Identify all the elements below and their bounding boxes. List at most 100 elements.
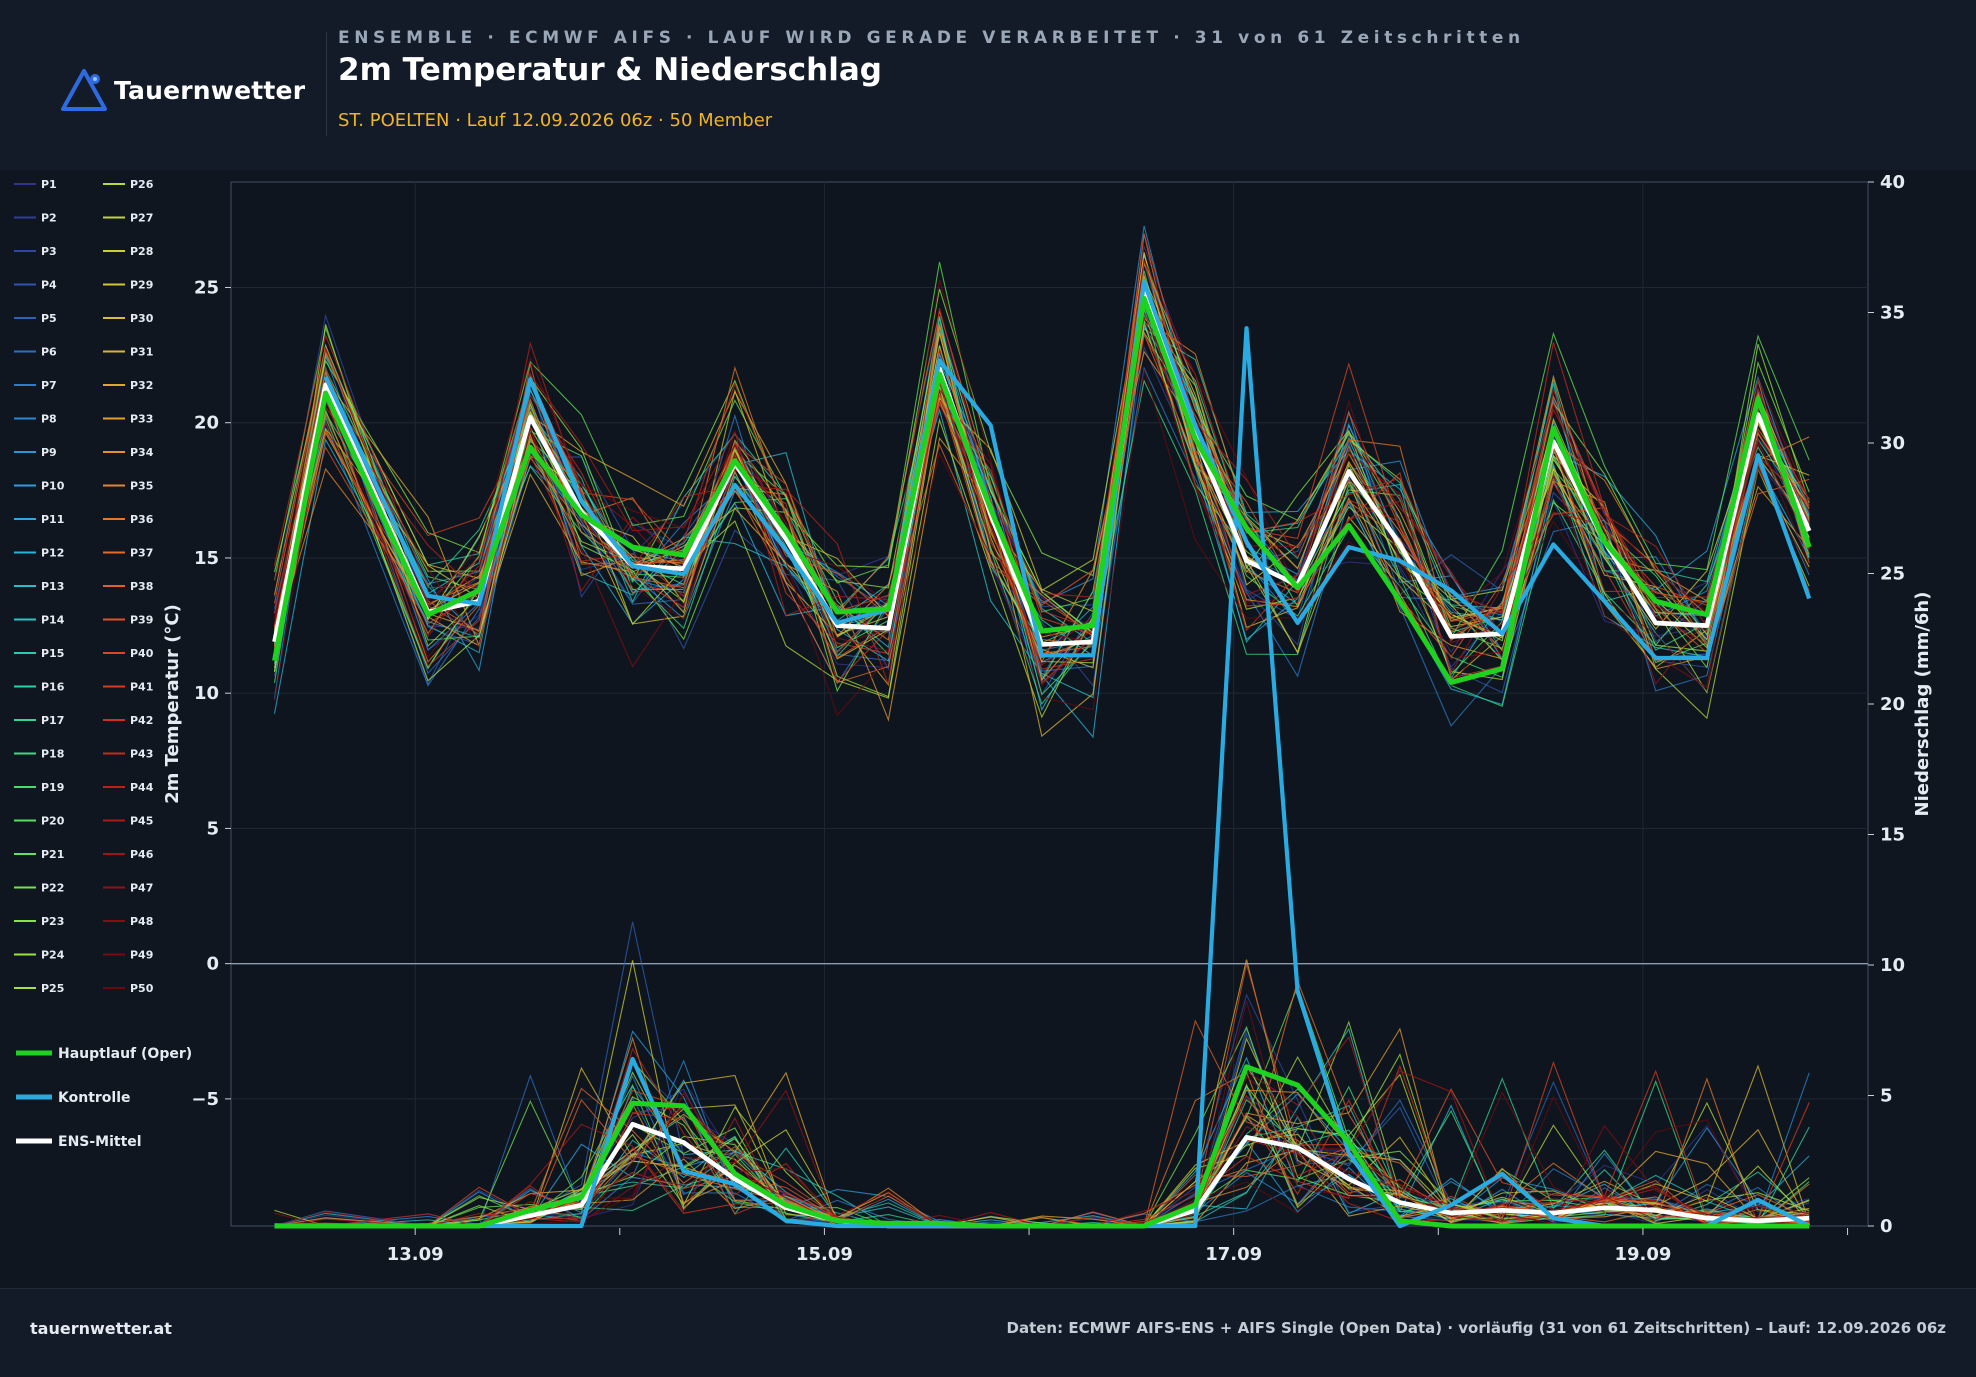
y-tick-label: 25 xyxy=(194,277,219,298)
member-temp-line xyxy=(273,270,1810,683)
status-kicker: ENSEMBLE · ECMWF AIFS · LAUF WIRD GERADE… xyxy=(338,28,1525,48)
y-tick-label: 0 xyxy=(206,954,219,975)
plot-frame xyxy=(230,181,1869,1227)
legend-member-label: P33 xyxy=(130,413,153,426)
legend-series-label: Hauptlauf (Oper) xyxy=(58,1046,192,1062)
legend-series-label: ENS-Mittel xyxy=(58,1134,142,1150)
brand-name: Tauernwetter xyxy=(114,75,306,105)
x-tick-label: 13.09 xyxy=(387,1244,444,1265)
page-subtitle: ST. POELTEN · Lauf 12.09.2026 06z · 50 M… xyxy=(338,110,773,131)
legend-member-label: P45 xyxy=(130,815,153,828)
series-legend: Hauptlauf (Oper) Kontrolle ENS-Mittel xyxy=(16,1046,192,1150)
y2-tick-label: 5 xyxy=(1880,1086,1893,1107)
legend-member-label: P31 xyxy=(130,346,153,359)
data-source-note: Daten: ECMWF AIFS-ENS + AIFS Single (Ope… xyxy=(1006,1319,1947,1337)
legend-member-label: P39 xyxy=(130,614,153,627)
header: Tauernwetter ENSEMBLE · ECMWF AIFS · LAU… xyxy=(0,0,1976,170)
y2-tick-label: 30 xyxy=(1880,433,1905,454)
legend-member-label: P23 xyxy=(41,915,64,928)
legend-member-label: P30 xyxy=(130,312,154,325)
member-temp-line xyxy=(273,313,1810,644)
legend-member-label: P10 xyxy=(41,480,65,493)
member-temp-line xyxy=(273,316,1810,689)
legend-member-label: P28 xyxy=(130,245,153,258)
legend-member-label: P47 xyxy=(130,882,153,895)
legend-member-label: P46 xyxy=(130,848,154,861)
legend-member-label: P27 xyxy=(130,212,153,225)
y2-axis-label: Niederschlag (mm/6h) xyxy=(1912,592,1933,817)
legend-member-label: P1 xyxy=(41,178,57,191)
legend-member-label: P49 xyxy=(130,949,153,962)
member-temp-line xyxy=(273,261,1810,642)
legend-member-label: P37 xyxy=(130,547,153,560)
legend-member-label: P42 xyxy=(130,714,153,727)
y-tick-label: 10 xyxy=(194,683,219,704)
member-temp-line xyxy=(273,290,1810,738)
legend-member-label: P43 xyxy=(130,748,153,761)
member-temp-line xyxy=(273,293,1810,654)
legend-member-label: P18 xyxy=(41,748,64,761)
y-tick-label: −5 xyxy=(191,1089,219,1110)
legend-member-label: P50 xyxy=(130,982,154,995)
legend-member-label: P34 xyxy=(130,446,154,459)
x-tick-label: 17.09 xyxy=(1205,1244,1262,1265)
legend-member-label: P12 xyxy=(41,547,64,560)
legend-member-label: P48 xyxy=(130,915,153,928)
member-temp-line xyxy=(273,300,1810,694)
x-tick-label: 19.09 xyxy=(1614,1244,1671,1265)
legend-member-label: P5 xyxy=(41,312,57,325)
legend-member-label: P20 xyxy=(41,815,65,828)
legend-member-label: P36 xyxy=(130,513,154,526)
legend-member-label: P19 xyxy=(41,781,64,794)
member-temp-line xyxy=(273,278,1810,666)
member-temp-line xyxy=(273,291,1810,659)
member-temp-line xyxy=(273,286,1810,683)
header-divider xyxy=(326,32,327,136)
x-tick-label: 15.09 xyxy=(796,1244,853,1265)
y-tick-label: 5 xyxy=(206,818,219,839)
y2-tick-label: 10 xyxy=(1880,955,1905,976)
legend-series-label: Kontrolle xyxy=(58,1090,131,1106)
series-temp-line xyxy=(323,280,1812,661)
legend-member-label: P9 xyxy=(41,446,57,459)
legend-member-label: P21 xyxy=(41,848,64,861)
brand-logo[interactable]: Tauernwetter xyxy=(60,68,305,112)
legend-member-label: P11 xyxy=(41,513,64,526)
legend-member-label: P8 xyxy=(41,413,57,426)
legend-member-label: P35 xyxy=(130,480,153,493)
legend-member-label: P6 xyxy=(41,346,57,359)
mountain-icon xyxy=(61,69,107,111)
member-legend: P1 P2 P3 P4 P5 P6 P7 P8 P9 P10 P11 P12 P13 P14 P15 P16 P… xyxy=(14,178,154,995)
legend-member-label: P26 xyxy=(130,178,154,191)
legend-member-label: P13 xyxy=(41,580,64,593)
legend-member-label: P44 xyxy=(130,781,154,794)
member-temp-line xyxy=(273,252,1810,648)
y2-tick-label: 15 xyxy=(1880,825,1905,846)
y2-tick-label: 0 xyxy=(1880,1216,1893,1237)
legend-member-label: P40 xyxy=(130,647,154,660)
legend-member-label: P17 xyxy=(41,714,64,727)
site-link[interactable]: tauernwetter.at xyxy=(30,1319,172,1338)
y2-tick-label: 35 xyxy=(1880,303,1905,324)
legend-member-label: P2 xyxy=(41,212,57,225)
member-temp-line xyxy=(273,233,1810,684)
legend-member-label: P41 xyxy=(130,681,153,694)
legend-member-label: P24 xyxy=(41,949,65,962)
y-tick-label: 15 xyxy=(194,548,219,569)
legend-member-label: P4 xyxy=(41,279,57,292)
legend-member-label: P16 xyxy=(41,681,65,694)
legend-member-label: P14 xyxy=(41,614,65,627)
page-title: 2m Temperatur & Niederschlag xyxy=(338,52,882,88)
chart-area: −5 0 5 10 15 20 25 0 5 10 15 20 25 30 35 40 13.09 15.09 17… xyxy=(0,170,1976,1288)
y-tick-label: 20 xyxy=(194,413,219,434)
ensemble-chart: −5 0 5 10 15 20 25 0 5 10 15 20 25 30 35 40 13.09 15.09 17… xyxy=(14,172,1933,1265)
legend-member-label: P29 xyxy=(130,279,153,292)
legend-member-label: P15 xyxy=(41,647,64,660)
y2-tick-label: 20 xyxy=(1880,694,1905,715)
y2-tick-label: 40 xyxy=(1880,172,1905,193)
legend-member-label: P3 xyxy=(41,245,57,258)
legend-member-label: P38 xyxy=(130,580,153,593)
legend-member-label: P32 xyxy=(130,379,153,392)
series-precip-line xyxy=(274,1064,1810,1229)
legend-member-label: P22 xyxy=(41,882,64,895)
